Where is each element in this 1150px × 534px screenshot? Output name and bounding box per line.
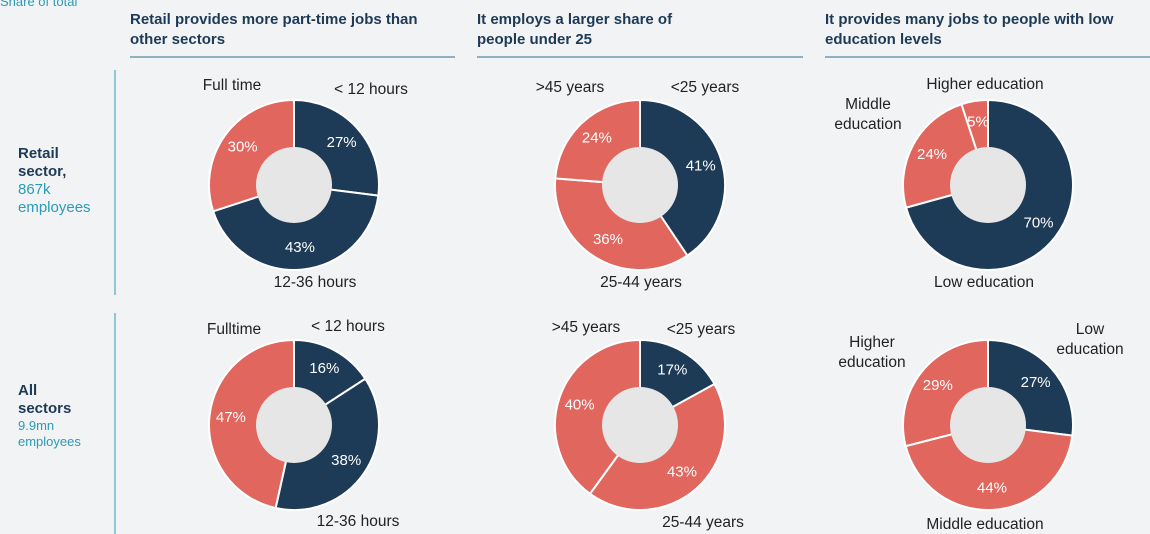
slice — [554, 177, 689, 271]
category-label: Low education — [934, 274, 1034, 291]
donut-hole — [602, 387, 678, 463]
value-label: 27% — [327, 134, 357, 151]
category-label: Middle education — [926, 516, 1044, 533]
slice — [639, 98, 726, 257]
slice — [274, 377, 380, 511]
value-label: 38% — [331, 452, 361, 469]
category-label: < 12 hours — [311, 318, 385, 335]
slice — [904, 423, 1074, 511]
value-label: 16% — [309, 360, 339, 377]
category-label: 12-36 hours — [316, 513, 400, 530]
category-label: Low education — [1056, 321, 1124, 358]
row-detail: 9.9mn employees — [18, 418, 81, 449]
category-label: Full time — [202, 77, 262, 94]
donut-hole — [950, 387, 1026, 463]
value-label: 44% — [977, 479, 1007, 496]
donut-hole — [602, 147, 678, 223]
value-label: 36% — [593, 231, 623, 248]
value-label: 47% — [216, 409, 246, 426]
donut-hole — [950, 147, 1026, 223]
value-label: 24% — [917, 146, 947, 163]
note: Share of total — [0, 0, 78, 9]
column-title: It provides many jobs to people with low… — [825, 11, 1114, 48]
value-label: 24% — [582, 129, 612, 146]
row-label: Retail sector, 867k employees — [18, 145, 113, 217]
value-label: 40% — [565, 396, 595, 413]
row-name: All sectors — [18, 382, 72, 417]
category-label: 12-36 hours — [273, 274, 357, 291]
category-label: <25 years — [670, 79, 740, 96]
category-label: 25-44 years — [600, 274, 682, 291]
category-label: < 12 hours — [334, 81, 408, 98]
category-label: 25-44 years — [662, 514, 744, 531]
category-label: >45 years — [551, 319, 621, 336]
value-label: 43% — [667, 464, 697, 481]
category-label: Middle education — [834, 96, 902, 133]
slice — [554, 338, 641, 496]
category-label: Higher education — [926, 76, 1044, 93]
value-label: 70% — [1024, 214, 1054, 231]
row-detail: 867k employees — [18, 181, 91, 216]
category-label: Higher education — [838, 334, 906, 371]
category-label: <25 years — [666, 321, 736, 338]
value-label: 41% — [686, 157, 716, 174]
column-title: Retail provides more part-time jobs than… — [130, 11, 418, 48]
value-label: 43% — [285, 239, 315, 256]
slice — [211, 183, 380, 271]
donut-hole — [256, 147, 332, 223]
column-title: It employs a larger share of people unde… — [477, 11, 673, 48]
row-name: Retail sector, — [18, 145, 67, 180]
value-label: 30% — [228, 139, 258, 156]
value-label: 5% — [967, 113, 989, 130]
category-label: Fulltime — [206, 321, 262, 338]
category-label: >45 years — [535, 79, 605, 96]
slice — [208, 338, 295, 510]
value-label: 29% — [923, 377, 953, 394]
value-label: 17% — [657, 361, 687, 378]
value-label: 27% — [1021, 374, 1051, 391]
donut-hole — [256, 387, 332, 463]
row-label: All sectors 9.9mn employees — [18, 382, 113, 450]
